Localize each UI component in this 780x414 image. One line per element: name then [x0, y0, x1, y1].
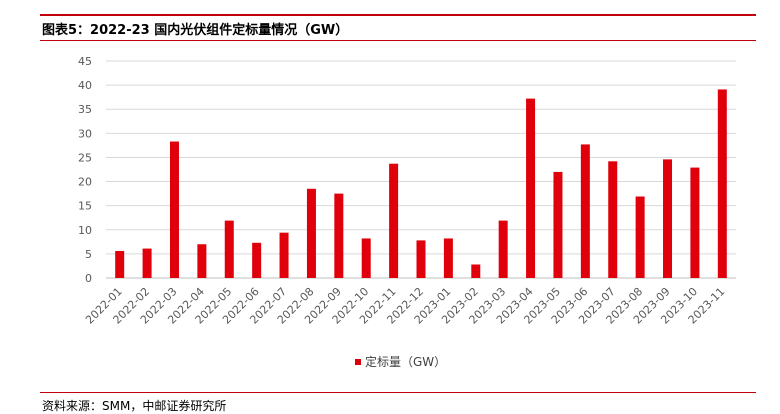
bar	[197, 244, 207, 278]
bar	[279, 232, 289, 278]
bar	[115, 250, 125, 278]
y-tick-label: 5	[85, 248, 92, 261]
legend-label: 定标量（GW）	[365, 354, 446, 369]
gridlines	[106, 60, 736, 279]
bar	[334, 193, 344, 278]
legend: 定标量（GW）	[355, 354, 446, 369]
bar	[608, 161, 618, 278]
y-tick-label: 35	[78, 103, 92, 116]
bar	[553, 171, 563, 278]
bar-chart: 0 5 10 15 20 25 30 35 40 45 2022-012022-022022-03…	[78, 55, 736, 369]
bar	[443, 238, 453, 278]
bar	[663, 159, 673, 278]
y-tick-label: 0	[85, 272, 92, 285]
bar	[224, 220, 234, 278]
y-tick-label: 20	[78, 176, 92, 189]
top-rule	[40, 14, 756, 16]
bar	[717, 89, 727, 278]
bar	[526, 98, 536, 278]
y-tick-label: 30	[78, 127, 92, 140]
x-axis: 2022-012022-022022-032022-042022-052022-…	[83, 285, 727, 327]
y-tick-label: 40	[78, 79, 92, 92]
bar	[306, 188, 316, 278]
legend-swatch	[355, 359, 361, 365]
title-rule	[40, 40, 756, 41]
bar	[252, 242, 262, 278]
y-tick-label: 45	[78, 55, 92, 68]
bar	[389, 163, 399, 278]
source-note: 资料来源：SMM，中邮证券研究所	[42, 399, 227, 413]
y-tick-label: 10	[78, 224, 92, 237]
y-tick-label: 25	[78, 151, 92, 164]
chart-title: 图表5：2022-23 国内光伏组件定标量情况（GW）	[42, 23, 349, 38]
bar	[169, 141, 179, 278]
bar	[498, 220, 508, 278]
y-axis: 0 5 10 15 20 25 30 35 40 45	[78, 55, 92, 285]
y-tick-label: 15	[78, 200, 92, 213]
bottom-rule	[40, 392, 756, 393]
bar	[142, 248, 152, 278]
bar	[690, 167, 700, 278]
bar	[416, 240, 426, 278]
bar	[635, 196, 645, 278]
bar	[471, 264, 481, 278]
bar	[580, 144, 590, 278]
bars	[115, 89, 727, 278]
bar	[361, 238, 371, 278]
